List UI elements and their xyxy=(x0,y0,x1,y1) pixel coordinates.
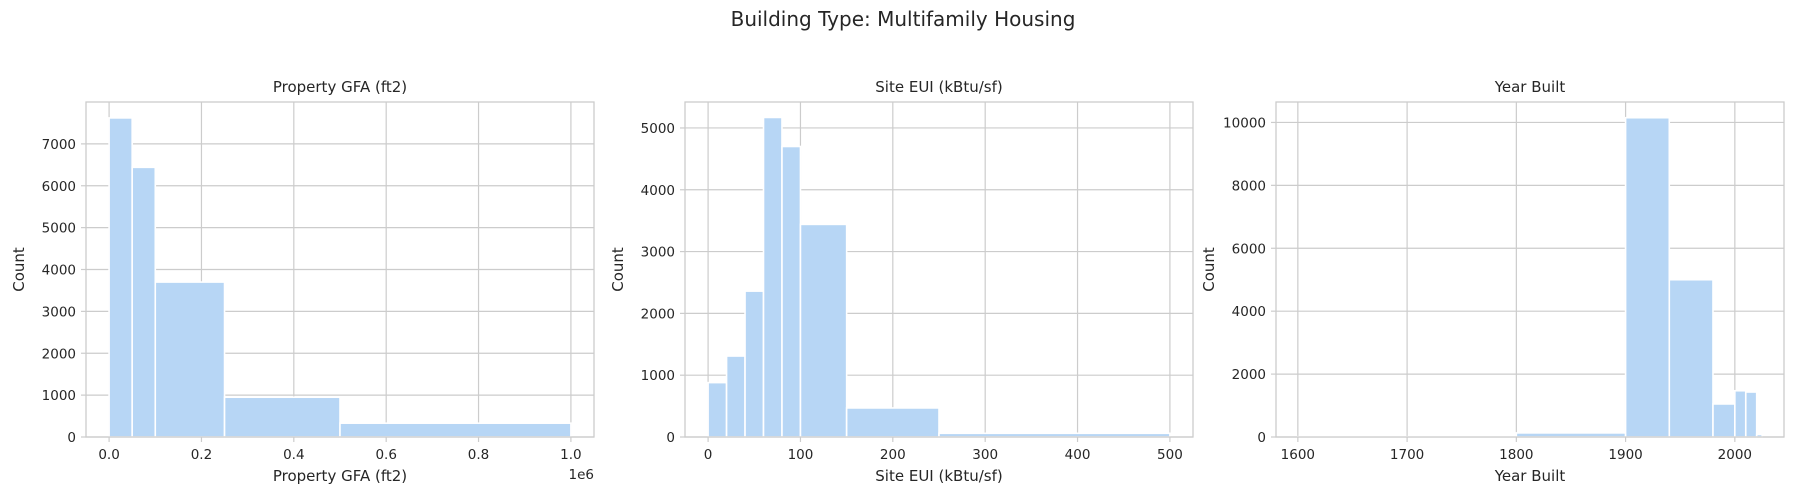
histogram-panel-3: 0 2000 4000 6000 8000 10000 1600 1700 1800 1900 20… xyxy=(1200,78,1784,485)
x-tick-label: 1.0 xyxy=(560,447,581,463)
y-tick-label: 2000 xyxy=(42,346,76,362)
y-tick-label: 4000 xyxy=(641,183,675,199)
y-axis-label: Count xyxy=(1200,247,1218,292)
y-tick-label: 1000 xyxy=(42,388,76,404)
y-tick-label: 0 xyxy=(1257,430,1266,446)
x-tick-label: 0.0 xyxy=(98,447,119,463)
x-tick-label: 400 xyxy=(1065,447,1091,463)
y-tick-label: 2000 xyxy=(641,306,675,322)
histogram-bar xyxy=(1626,118,1670,437)
y-tick-label: 0 xyxy=(67,430,76,446)
histogram-bar xyxy=(782,147,800,437)
y-tick-label: 0 xyxy=(666,430,675,446)
y-tick-label: 6000 xyxy=(1232,241,1266,257)
x-tick-label: 100 xyxy=(788,447,814,463)
x-tick-label: 1700 xyxy=(1390,447,1424,463)
x-tick-label: 0.4 xyxy=(283,447,304,463)
histogram-bar xyxy=(745,291,763,437)
histogram-bar xyxy=(109,118,132,437)
y-tick-label: 8000 xyxy=(1232,178,1266,194)
histogram-bar xyxy=(708,383,726,437)
x-tick-label: 1600 xyxy=(1281,447,1315,463)
figure-title: Building Type: Multifamily Housing xyxy=(731,7,1076,31)
y-tick-label: 7000 xyxy=(42,137,76,153)
x-tick-label: 200 xyxy=(880,447,906,463)
histogram-bar xyxy=(1735,391,1746,437)
histogram-bar xyxy=(155,282,224,437)
histogram-bar xyxy=(1746,392,1757,437)
y-axis-label: Count xyxy=(10,247,28,292)
y-tick-label: 4000 xyxy=(42,263,76,279)
y-tick-label: 3000 xyxy=(42,304,76,320)
x-offset-label: 1e6 xyxy=(569,467,594,483)
x-tick-label: 500 xyxy=(1157,447,1183,463)
y-tick-label: 5000 xyxy=(42,221,76,237)
histogram-bar xyxy=(764,117,782,437)
y-axis-label: Count xyxy=(609,247,627,292)
x-axis-label: Site EUI (kBtu/sf) xyxy=(875,467,1002,485)
y-tick-label: 10000 xyxy=(1223,115,1266,131)
histogram-bar xyxy=(847,408,939,437)
x-tick-label: 1800 xyxy=(1499,447,1533,463)
y-tick-label: 3000 xyxy=(641,245,675,261)
x-axis-label: Property GFA (ft2) xyxy=(273,467,407,485)
histogram-bar xyxy=(132,167,155,437)
x-tick-label: 0.2 xyxy=(191,447,212,463)
subplot-title: Year Built xyxy=(1494,78,1566,96)
histogram-panel-2: 0 1000 2000 3000 4000 5000 0 100 200 300 400 500 Sit… xyxy=(609,78,1193,485)
histogram-bar xyxy=(340,423,571,437)
x-axis-label: Year Built xyxy=(1494,467,1566,485)
y-tick-label: 1000 xyxy=(641,368,675,384)
subplot-title: Property GFA (ft2) xyxy=(273,78,407,96)
x-tick-label: 300 xyxy=(972,447,998,463)
histogram-bar xyxy=(727,356,745,437)
y-tick-label: 4000 xyxy=(1232,304,1266,320)
x-tick-label: 0.8 xyxy=(468,447,489,463)
subplot-title: Site EUI (kBtu/sf) xyxy=(875,78,1002,96)
x-tick-label: 0.6 xyxy=(375,447,396,463)
y-tick-label: 6000 xyxy=(42,179,76,195)
x-tick-label: 1900 xyxy=(1608,447,1642,463)
y-tick-label: 2000 xyxy=(1232,367,1266,383)
x-tick-label: 2000 xyxy=(1718,447,1752,463)
histogram-bar xyxy=(800,224,846,437)
histogram-bar xyxy=(1669,280,1713,437)
histogram-panel-1: 0 1000 2000 3000 4000 5000 6000 7000 0.0 0.2 0.4 0.… xyxy=(10,78,594,485)
histogram-bar xyxy=(1713,404,1735,437)
y-tick-label: 5000 xyxy=(641,121,675,137)
histogram-bar xyxy=(225,397,340,437)
x-tick-label: 0 xyxy=(704,447,713,463)
